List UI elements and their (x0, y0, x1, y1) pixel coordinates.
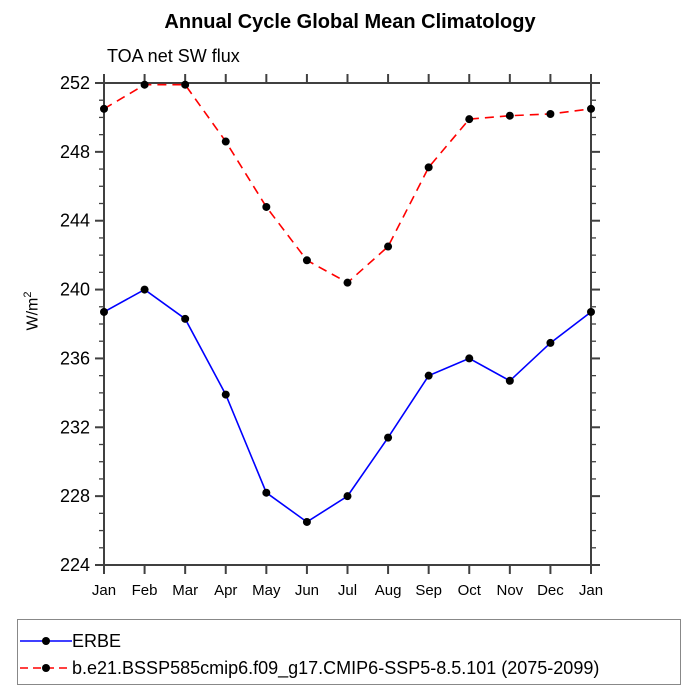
data-point-marker-1 (262, 202, 271, 211)
y-tick-label: 236 (60, 348, 90, 368)
legend-line-sample-dashed (20, 663, 72, 672)
data-point-marker-1 (424, 163, 433, 172)
data-point-marker-0 (221, 390, 230, 399)
y-tick-label: 240 (60, 280, 90, 300)
plot-area: 224 228 232 236 240 244 248 252 Jan Feb Mar Apr May J… (60, 73, 603, 599)
data-point-marker-0 (140, 285, 149, 294)
data-point-marker-0 (505, 376, 514, 385)
legend-sample-marker (42, 636, 50, 645)
data-point-marker-0 (181, 314, 190, 323)
data-point-marker-0 (343, 492, 352, 501)
x-tick-label: Dec (537, 582, 564, 599)
legend-label-model: b.e21.BSSP585cmip6.f09_g17.CMIP6-SSP5-8.… (72, 657, 600, 678)
data-point-marker-0 (546, 338, 555, 347)
x-tick-label: Oct (458, 582, 482, 599)
data-point-marker-0 (302, 517, 311, 526)
data-point-marker-0 (262, 488, 271, 497)
x-tick-label: Jul (338, 582, 357, 599)
data-point-marker-0 (424, 371, 433, 380)
data-point-marker-1 (343, 278, 352, 287)
data-point-marker-1 (221, 137, 230, 146)
data-point-marker-1 (546, 109, 555, 118)
legend-item-erbe: ERBE (20, 627, 680, 654)
chart-subtitle: TOA net SW flux (107, 46, 240, 66)
x-tick-label: May (252, 582, 281, 599)
data-point-marker-1 (302, 256, 311, 265)
y-tick-label: 252 (60, 73, 90, 93)
data-point-marker-1 (100, 104, 108, 113)
legend-sample-marker (42, 663, 50, 672)
data-point-marker-0 (465, 354, 474, 363)
y-tick-label: 232 (60, 417, 90, 437)
x-tick-label: Sep (415, 582, 442, 599)
y-tick-label: 244 (60, 211, 90, 231)
legend-label-erbe: ERBE (72, 630, 122, 651)
x-tick-label: Nov (496, 582, 523, 599)
data-point-marker-0 (384, 433, 393, 442)
legend-box: ERBE b.e21.BSSP585cmip6.f09_g17.CMIP6-SS… (17, 619, 681, 685)
data-point-marker-1 (140, 80, 149, 89)
data-point-marker-1 (587, 104, 595, 113)
x-tick-label: Mar (172, 582, 198, 599)
x-tick-label: Jan (92, 582, 116, 599)
x-tick-label: Jun (295, 582, 319, 599)
data-point-marker-1 (505, 111, 514, 120)
series-line-0 (103, 288, 592, 523)
data-point-marker-0 (587, 307, 595, 316)
chart-title: Annual Cycle Global Mean Climatology (164, 11, 536, 33)
x-tick-label: Feb (132, 582, 158, 599)
legend-item-model: b.e21.BSSP585cmip6.f09_g17.CMIP6-SSP5-8.… (20, 654, 680, 681)
data-point-marker-1 (384, 242, 393, 251)
y-tick-label: 228 (60, 486, 90, 506)
data-point-marker-1 (181, 80, 190, 89)
y-tick-label: 224 (60, 555, 90, 575)
data-point-marker-1 (465, 115, 474, 124)
y-tick-label: 248 (60, 142, 90, 162)
x-tick-label: Apr (214, 582, 237, 599)
x-tick-label: Aug (375, 582, 402, 599)
x-tick-label: Jan (579, 582, 603, 599)
series-line-1 (103, 83, 592, 284)
data-point-marker-0 (100, 307, 108, 316)
legend-line-sample-solid (20, 636, 72, 645)
